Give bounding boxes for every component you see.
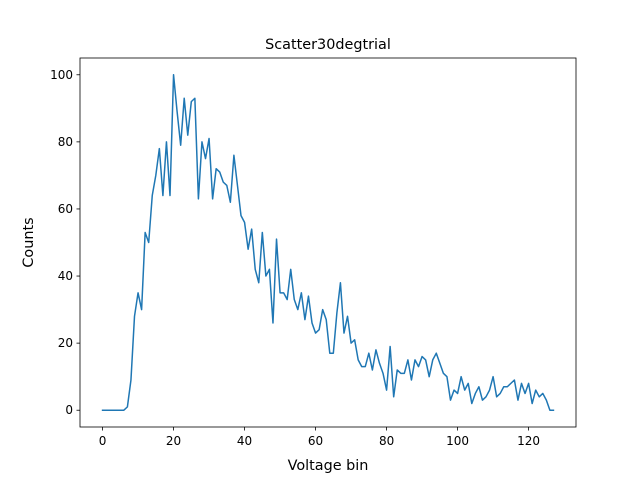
- x-tick-label: 120: [517, 434, 540, 448]
- x-axis: 0 20 40 60 80 100 120: [99, 427, 540, 448]
- plot-area: [101, 74, 555, 411]
- y-tick-label: 20: [58, 336, 73, 350]
- y-tick-label: 80: [58, 135, 73, 149]
- x-tick-label: 0: [99, 434, 107, 448]
- y-axis: 0 20 40 60 80 100: [50, 68, 80, 417]
- x-tick-label: 20: [166, 434, 181, 448]
- y-tick-label: 60: [58, 202, 73, 216]
- x-tick-label: 40: [237, 434, 252, 448]
- y-axis-label: Counts: [21, 217, 37, 267]
- y-tick-label: 0: [65, 403, 73, 417]
- axes-frame: [79, 57, 577, 428]
- x-tick-label: 60: [308, 434, 323, 448]
- chart-title: Scatter30degtrial: [265, 37, 391, 53]
- series-line-0: [101, 74, 555, 411]
- y-tick-label: 100: [50, 68, 73, 82]
- y-tick-label: 40: [58, 269, 73, 283]
- x-tick-label: 100: [446, 434, 469, 448]
- x-tick-label: 80: [379, 434, 394, 448]
- x-axis-label: Voltage bin: [288, 458, 369, 474]
